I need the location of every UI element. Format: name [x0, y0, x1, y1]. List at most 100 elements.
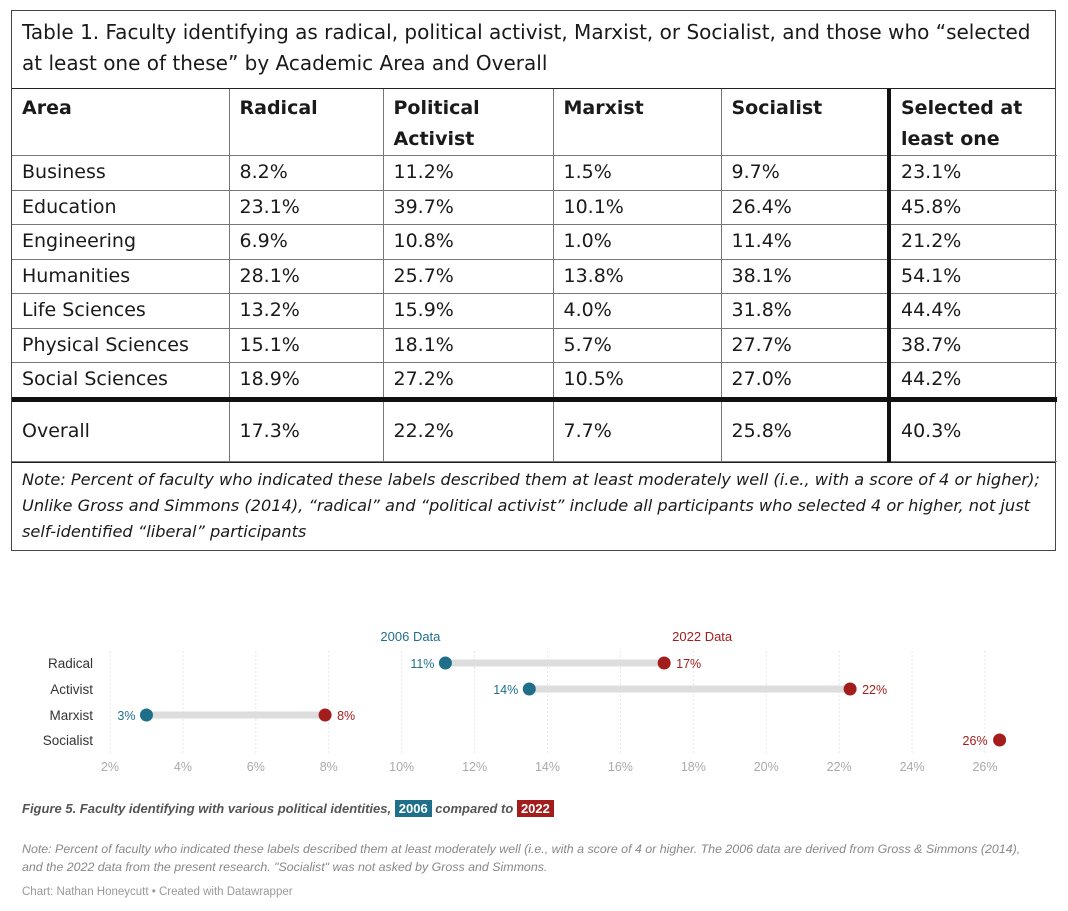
- cell-selected-at-least-one: 40.3%: [887, 396, 1057, 462]
- cell-area: Business: [12, 155, 230, 191]
- cell-marxist: 1.5%: [553, 155, 722, 191]
- series-label-2006: 2006 Data: [380, 629, 441, 644]
- cell-socialist: 38.1%: [721, 259, 890, 294]
- table-row: Humanities 28.1% 25.7% 13.8% 38.1% 54.1%: [12, 259, 1057, 294]
- figure-credit: Chart: Nathan Honeycutt • Created with D…: [22, 886, 293, 898]
- x-tick-label: 4%: [174, 760, 192, 774]
- cell-radical: 28.1%: [229, 259, 384, 294]
- category-label: Radical: [48, 656, 93, 671]
- cell-socialist: 27.0%: [721, 362, 890, 400]
- cell-political-activist: 27.2%: [383, 362, 554, 400]
- x-tick-label: 2%: [101, 760, 119, 774]
- table-1: Table 1. Faculty identifying as radical,…: [11, 10, 1057, 551]
- category-label: Socialist: [43, 733, 94, 748]
- cell-socialist: 9.7%: [721, 155, 890, 191]
- cell-socialist: 31.8%: [721, 293, 890, 329]
- header-political-activist: Political Activist: [383, 89, 554, 156]
- x-tick-label: 24%: [900, 760, 925, 774]
- x-tick-label: 18%: [681, 760, 706, 774]
- cell-radical: 23.1%: [229, 190, 384, 225]
- cell-selected-at-least-one: 21.2%: [887, 224, 1057, 260]
- cell-area: Engineering: [12, 224, 230, 260]
- cell-marxist: 1.0%: [553, 224, 722, 260]
- category-label: Activist: [50, 682, 93, 697]
- legend-2022-tag: 2022: [516, 800, 554, 817]
- dot-2022: [657, 656, 671, 670]
- header-selected-at-least-one: Selected at least one: [887, 89, 1057, 156]
- x-tick-label: 10%: [389, 760, 414, 774]
- x-tick-label: 20%: [754, 760, 779, 774]
- cell-political-activist: 25.7%: [383, 259, 554, 294]
- legend-2006-tag: 2006: [394, 800, 432, 817]
- dot-2006: [139, 708, 153, 722]
- cell-marxist: 10.5%: [553, 362, 722, 400]
- table-note: Note: Percent of faculty who indicated t…: [12, 461, 1055, 550]
- cell-radical: 15.1%: [229, 328, 384, 363]
- value-label-2022: 22%: [862, 683, 887, 697]
- header-marxist: Marxist: [553, 89, 722, 156]
- table-row-overall: Overall 17.3% 22.2% 7.7% 25.8% 40.3%: [12, 396, 1057, 462]
- cell-area: Humanities: [12, 259, 230, 294]
- table-row: Physical Sciences 15.1% 18.1% 5.7% 27.7% 38.7…: [12, 328, 1057, 363]
- table-row: Business 8.2% 11.2% 1.5% 9.7% 23.1%: [12, 155, 1057, 191]
- cell-radical: 17.3%: [229, 396, 384, 462]
- cell-radical: 13.2%: [229, 293, 384, 329]
- cell-selected-at-least-one: 54.1%: [887, 259, 1057, 294]
- table-row: Education 23.1% 39.7% 10.1% 26.4% 45.8%: [12, 190, 1057, 225]
- x-tick-label: 8%: [320, 760, 338, 774]
- dot-2006: [522, 682, 536, 696]
- figure-caption-text: Figure 5. Faculty identifying with vario…: [22, 801, 392, 816]
- cell-radical: 18.9%: [229, 362, 384, 400]
- series-label-2022: 2022 Data: [672, 629, 733, 644]
- dot-2006: [438, 656, 452, 670]
- cell-political-activist: 18.1%: [383, 328, 554, 363]
- cell-selected-at-least-one: 38.7%: [887, 328, 1057, 363]
- faculty-table: Area Radical Political Activist Marxist …: [12, 89, 1057, 462]
- cell-marxist: 5.7%: [553, 328, 722, 363]
- table-row: Engineering 6.9% 10.8% 1.0% 11.4% 21.2%: [12, 224, 1057, 260]
- value-label-2006: 14%: [493, 683, 518, 697]
- cell-marxist: 10.1%: [553, 190, 722, 225]
- cell-radical: 6.9%: [229, 224, 384, 260]
- cell-socialist: 25.8%: [721, 396, 890, 462]
- value-label-2006: 11%: [410, 657, 434, 671]
- cell-political-activist: 10.8%: [383, 224, 554, 260]
- cell-area: Overall: [12, 396, 230, 462]
- x-tick-label: 22%: [827, 760, 852, 774]
- figure-note: Note: Percent of faculty who indicated t…: [22, 842, 1021, 874]
- cell-political-activist: 15.9%: [383, 293, 554, 329]
- category-label: Marxist: [50, 708, 94, 723]
- cell-socialist: 27.7%: [721, 328, 890, 363]
- x-tick-label: 16%: [608, 760, 633, 774]
- dot-2022: [318, 708, 332, 722]
- value-label-2022: 17%: [676, 657, 701, 671]
- cell-area: Education: [12, 190, 230, 225]
- cell-marxist: 4.0%: [553, 293, 722, 329]
- cell-political-activist: 11.2%: [383, 155, 554, 191]
- cell-area: Social Sciences: [12, 362, 230, 400]
- cell-socialist: 26.4%: [721, 190, 890, 225]
- dot-range-chart: 2% 4% 6% 8% 10% 12% 14% 16% 18% 20% 22% 24% 26% Radic…: [43, 629, 1007, 774]
- x-tick-label: 26%: [972, 760, 997, 774]
- cell-marxist: 7.7%: [553, 396, 722, 462]
- value-label-2022: 26%: [963, 734, 988, 748]
- cell-area: Physical Sciences: [12, 328, 230, 363]
- cell-marxist: 13.8%: [553, 259, 722, 294]
- cell-area: Life Sciences: [12, 293, 230, 329]
- x-tick-label: 6%: [247, 760, 265, 774]
- cell-selected-at-least-one: 23.1%: [887, 155, 1057, 191]
- cell-political-activist: 22.2%: [383, 396, 554, 462]
- cell-selected-at-least-one: 45.8%: [887, 190, 1057, 225]
- cell-political-activist: 39.7%: [383, 190, 554, 225]
- dot-2022: [993, 733, 1007, 747]
- figure-caption: Figure 5. Faculty identifying with vario…: [22, 800, 554, 817]
- header-area: Area: [12, 89, 230, 156]
- header-radical: Radical: [229, 89, 384, 156]
- cell-selected-at-least-one: 44.2%: [887, 362, 1057, 400]
- table-header-row: Area Radical Political Activist Marxist …: [12, 89, 1057, 156]
- dot-2022: [843, 682, 857, 696]
- cell-selected-at-least-one: 44.4%: [887, 293, 1057, 329]
- cell-radical: 8.2%: [229, 155, 384, 191]
- header-socialist: Socialist: [721, 89, 890, 156]
- table-row: Life Sciences 13.2% 15.9% 4.0% 31.8% 44.4%: [12, 293, 1057, 329]
